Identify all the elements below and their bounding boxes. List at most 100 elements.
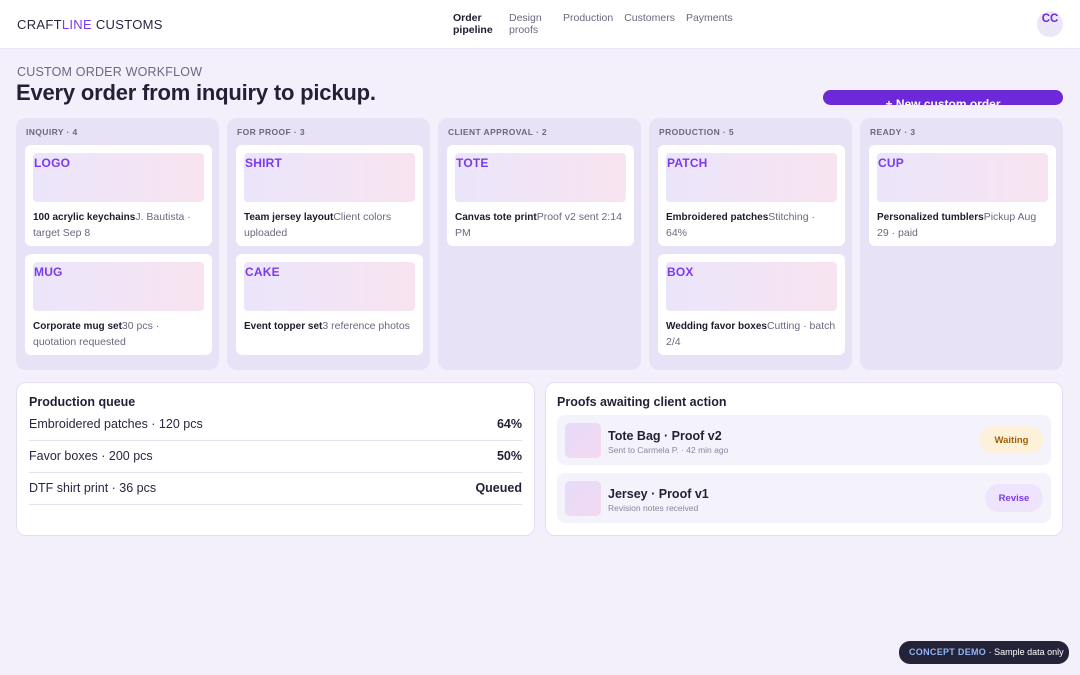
brand-text-craft: CRAFT <box>17 17 62 32</box>
order-card[interactable]: PATCH Embroidered patchesStitching · 64% <box>658 145 845 246</box>
proof-thumbnail <box>565 481 601 516</box>
order-card[interactable]: CUP Personalized tumblersPickup Aug 29 ·… <box>869 145 1056 246</box>
column-production: PRODUCTION · 5 PATCH Embroidered patches… <box>649 118 852 370</box>
queue-row[interactable]: Embroidered patches · 120 pcs 64% <box>29 409 522 441</box>
queue-row[interactable]: DTF shirt print · 36 pcs Queued <box>29 473 522 505</box>
column-ready: READY · 3 CUP Personalized tumblersPicku… <box>860 118 1063 370</box>
card-thumbnail: TOTE <box>455 153 626 202</box>
proof-row[interactable]: Jersey · Proof v1 Revision notes receive… <box>557 473 1051 523</box>
card-text: Event topper set3 reference photos <box>244 319 415 335</box>
card-text: Wedding favor boxesCutting · batch 2/4 <box>666 319 837 349</box>
order-card[interactable]: MUG Corporate mug set30 pcs · quotation … <box>25 254 212 355</box>
column-for-proof: FOR PROOF · 3 SHIRT Team jersey layoutCl… <box>227 118 430 370</box>
proof-title: Tote Bag · Proof v2 <box>608 429 722 443</box>
nav-design-proofs[interactable]: Design proofs <box>509 12 542 36</box>
card-title: Canvas tote print <box>455 212 537 223</box>
card-title: 100 acrylic keychains <box>33 212 136 223</box>
demo-text: · Sample data only <box>986 647 1064 657</box>
thumbnail-label: CUP <box>878 156 904 170</box>
order-card[interactable]: CAKE Event topper set3 reference photos <box>236 254 423 355</box>
queue-row-label: Embroidered patches · 120 pcs <box>29 417 203 431</box>
card-text: Canvas tote printProof v2 sent 2:14 PM <box>455 210 626 240</box>
concept-demo-badge: CONCEPT DEMO · Sample data only <box>899 641 1069 664</box>
production-queue-panel: Production queue Embroidered patches · 1… <box>16 382 535 536</box>
card-thumbnail: MUG <box>33 262 204 311</box>
card-text: 100 acrylic keychainsJ. Bautista · targe… <box>33 210 204 240</box>
card-detail: 3 reference photos <box>322 320 410 332</box>
card-title: Wedding favor boxes <box>666 321 767 332</box>
card-detail: Cutting · batch 2/4 <box>666 320 836 348</box>
nav-order-pipeline[interactable]: Order pipeline <box>453 12 493 36</box>
card-title: Corporate mug set <box>33 321 122 332</box>
card-detail: Pickup Aug 29 · paid <box>877 211 1037 239</box>
thumbnail-label: MUG <box>34 265 63 279</box>
brand-text-line: LINE <box>61 17 92 32</box>
main-nav: Order pipeline Design proofs Production … <box>453 12 744 36</box>
card-detail: Client colors uploaded <box>244 211 392 239</box>
new-custom-order-button[interactable]: + New custom order <box>823 90 1063 105</box>
queue-row-value: 50% <box>496 449 522 463</box>
nav-production[interactable]: Production <box>563 12 614 24</box>
card-detail: Proof v2 sent 2:14 PM <box>455 211 622 239</box>
thumbnail-label: SHIRT <box>245 156 282 170</box>
thumbnail-label: LOGO <box>34 156 71 170</box>
thumbnail-label: PATCH <box>667 156 708 170</box>
card-title: Personalized tumblers <box>877 212 984 223</box>
column-heading: PRODUCTION · 5 <box>659 127 735 137</box>
queue-row-label: Favor boxes · 200 pcs <box>29 449 153 463</box>
order-card[interactable]: BOX Wedding favor boxesCutting · batch 2… <box>658 254 845 355</box>
card-title: Team jersey layout <box>244 212 334 223</box>
thumbnail-label: CAKE <box>245 265 280 279</box>
proof-title: Jersey · Proof v1 <box>608 487 709 501</box>
card-thumbnail: SHIRT <box>244 153 415 202</box>
proof-subtitle: Revision notes received <box>608 503 699 513</box>
nav-customers[interactable]: Customers <box>624 12 675 24</box>
demo-tag: CONCEPT DEMO <box>909 647 987 657</box>
card-text: Personalized tumblersPickup Aug 29 · pai… <box>877 210 1048 240</box>
card-detail: J. Bautista · target Sep 8 <box>33 211 191 239</box>
status-badge-revise[interactable]: Revise <box>985 484 1043 512</box>
order-card[interactable]: TOTE Canvas tote printProof v2 sent 2:14… <box>447 145 634 246</box>
proof-subtitle: Sent to Carmela P. · 42 min ago <box>608 445 729 455</box>
column-heading: INQUIRY · 4 <box>26 127 78 137</box>
card-text: Corporate mug set30 pcs · quotation requ… <box>33 319 204 349</box>
column-inquiry: INQUIRY · 4 LOGO 100 acrylic keychainsJ.… <box>16 118 219 370</box>
order-board: INQUIRY · 4 LOGO 100 acrylic keychainsJ.… <box>16 118 1063 370</box>
proofs-panel: Proofs awaiting client action Tote Bag ·… <box>545 382 1063 536</box>
column-heading: FOR PROOF · 3 <box>237 127 306 137</box>
brand-text-customs: CUSTOMS <box>91 17 163 32</box>
page-eyebrow: CUSTOM ORDER WORKFLOW <box>17 65 203 79</box>
queue-row[interactable]: Favor boxes · 200 pcs 50% <box>29 441 522 473</box>
top-bar: CRAFTLINE CUSTOMS Order pipeline Design … <box>0 0 1080 49</box>
card-text: Embroidered patchesStitching · 64% <box>666 210 837 240</box>
card-detail: 30 pcs · quotation requested <box>33 320 160 348</box>
card-title: Embroidered patches <box>666 212 769 223</box>
queue-row-label: DTF shirt print · 36 pcs <box>29 481 157 495</box>
proof-row[interactable]: Tote Bag · Proof v2 Sent to Carmela P. ·… <box>557 415 1051 465</box>
panel-title: Production queue <box>29 395 136 409</box>
column-heading: READY · 3 <box>870 127 916 137</box>
card-thumbnail: LOGO <box>33 153 204 202</box>
brand-logo[interactable]: CRAFTLINE CUSTOMS <box>17 17 163 32</box>
column-heading: CLIENT APPROVAL · 2 <box>448 127 548 137</box>
queue-row-value: Queued <box>475 481 522 495</box>
nav-payments[interactable]: Payments <box>685 12 733 24</box>
card-thumbnail: PATCH <box>666 153 837 202</box>
card-thumbnail: CUP <box>877 153 1048 202</box>
card-text: Team jersey layoutClient colors uploaded <box>244 210 415 240</box>
panel-title: Proofs awaiting client action <box>557 395 727 409</box>
card-thumbnail: CAKE <box>244 262 415 311</box>
column-client-approval: CLIENT APPROVAL · 2 TOTE Canvas tote pri… <box>438 118 641 370</box>
page-title: Every order from inquiry to pickup. <box>16 80 376 105</box>
card-detail: Stitching · 64% <box>666 211 815 239</box>
card-title: Event topper set <box>244 321 323 332</box>
avatar[interactable]: CC <box>1037 11 1063 37</box>
order-card[interactable]: SHIRT Team jersey layoutClient colors up… <box>236 145 423 246</box>
thumbnail-label: BOX <box>667 265 694 279</box>
thumbnail-label: TOTE <box>456 156 489 170</box>
card-thumbnail: BOX <box>666 262 837 311</box>
status-badge-waiting[interactable]: Waiting <box>980 426 1043 454</box>
queue-row-value: 64% <box>496 417 522 431</box>
proof-thumbnail <box>565 423 601 458</box>
order-card[interactable]: LOGO 100 acrylic keychainsJ. Bautista · … <box>25 145 212 246</box>
